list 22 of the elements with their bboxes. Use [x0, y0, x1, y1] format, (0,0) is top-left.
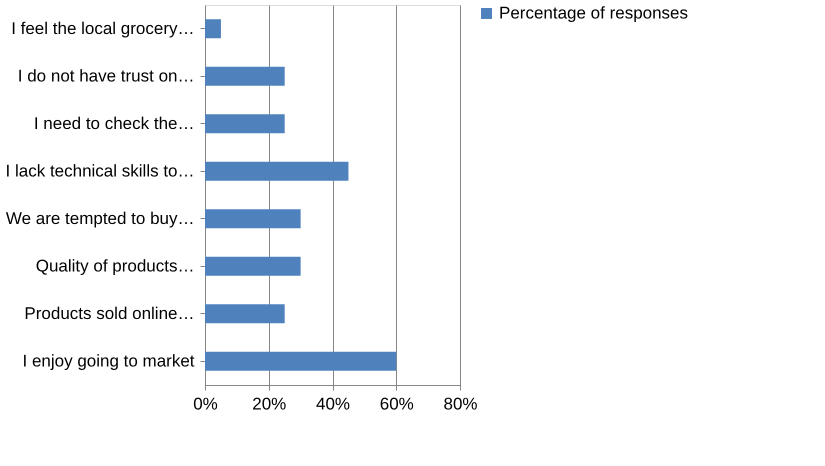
- bar: [205, 66, 285, 86]
- y-tick-label: We are tempted to buy…: [6, 208, 194, 228]
- y-tick-label: I enjoy going to market: [22, 351, 195, 370]
- y-tick-label: Quality of products…: [36, 256, 194, 276]
- x-tick-label: 80%: [443, 394, 478, 414]
- x-tick-label: 60%: [380, 394, 414, 414]
- y-tick-label: I feel the local grocery…: [11, 18, 194, 38]
- bar: [205, 162, 348, 181]
- x-tick-label: 20%: [252, 394, 286, 414]
- y-tick-label: I lack technical skills to…: [6, 161, 194, 180]
- bar: [205, 19, 221, 38]
- bar: [205, 114, 285, 134]
- bar: [205, 256, 301, 276]
- y-tick-label: I do not have trust on…: [18, 66, 194, 86]
- x-tick-label: 40%: [316, 394, 350, 414]
- bar: [205, 304, 285, 324]
- bar: [205, 352, 396, 371]
- x-tick-label: 0%: [193, 394, 218, 414]
- bar: [205, 209, 301, 228]
- legend-label: Percentage of responses: [499, 4, 688, 22]
- y-tick-label: Products sold online…: [24, 304, 194, 323]
- y-tick-label: I need to check the…: [34, 114, 194, 133]
